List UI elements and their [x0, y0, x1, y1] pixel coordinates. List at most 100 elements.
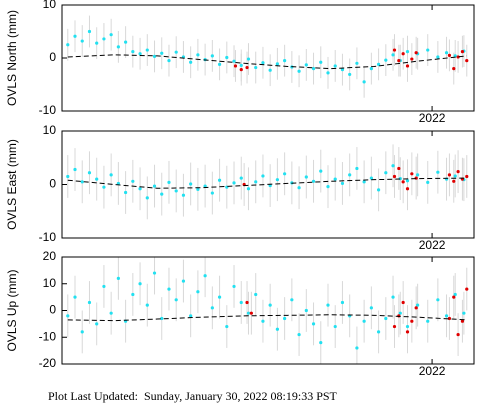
plot-frame	[61, 130, 475, 239]
point	[232, 181, 236, 185]
point	[160, 51, 164, 55]
point	[189, 314, 193, 318]
point	[436, 170, 440, 174]
point	[340, 300, 345, 305]
point	[444, 314, 449, 318]
point	[376, 330, 381, 334]
point	[398, 311, 402, 315]
point	[397, 59, 401, 63]
y-tick-label: -10	[39, 230, 57, 244]
plot-frame	[61, 4, 475, 112]
point	[297, 332, 301, 337]
point	[447, 53, 452, 57]
point	[456, 55, 460, 59]
point	[452, 67, 456, 71]
point	[362, 180, 366, 184]
point	[233, 64, 238, 68]
point	[189, 60, 193, 64]
point	[410, 319, 414, 323]
point	[326, 185, 330, 189]
point	[124, 190, 128, 195]
point	[348, 72, 352, 77]
point	[369, 67, 373, 71]
point	[245, 65, 249, 70]
point	[319, 169, 323, 173]
point	[426, 319, 430, 323]
point	[138, 282, 142, 286]
point	[254, 180, 258, 184]
point	[239, 300, 243, 305]
y-axis-label: OVLS Up (mm)	[5, 269, 19, 351]
point	[319, 341, 323, 345]
point	[436, 55, 440, 59]
point	[275, 327, 279, 331]
point	[196, 187, 200, 191]
point	[261, 174, 265, 178]
point	[465, 174, 469, 179]
point	[87, 29, 92, 34]
y-tick-label: 10	[43, 123, 57, 137]
point	[245, 300, 249, 305]
y-tick-label: -20	[39, 356, 57, 370]
point	[392, 174, 397, 179]
point	[275, 178, 279, 182]
point	[414, 306, 418, 310]
point	[160, 316, 164, 321]
point	[283, 59, 287, 63]
point	[333, 177, 337, 181]
point	[369, 176, 373, 180]
point	[80, 39, 84, 43]
point	[355, 346, 359, 350]
point	[217, 178, 222, 182]
point	[73, 34, 77, 38]
point	[109, 311, 113, 315]
point	[261, 319, 265, 323]
point	[131, 179, 135, 183]
footer: Plot Last Updated: Sunday, January 30, 2…	[48, 389, 338, 403]
point	[348, 173, 352, 177]
point	[102, 284, 106, 289]
point	[275, 62, 279, 66]
point	[447, 316, 452, 321]
point	[116, 181, 120, 186]
point	[405, 64, 410, 68]
point	[416, 173, 420, 177]
point	[456, 170, 460, 174]
point	[174, 189, 178, 193]
point	[249, 311, 253, 315]
point	[384, 316, 388, 321]
point	[73, 295, 77, 299]
point	[80, 330, 84, 334]
y-tick-label: 0	[49, 50, 56, 64]
point	[225, 55, 229, 60]
point	[340, 181, 345, 186]
point	[66, 174, 70, 179]
point	[376, 62, 381, 66]
point	[333, 324, 337, 329]
point	[369, 306, 373, 310]
point	[384, 58, 388, 62]
point	[452, 295, 456, 299]
point	[391, 53, 395, 57]
point	[145, 48, 149, 52]
point	[254, 65, 258, 70]
point	[131, 292, 135, 297]
point	[124, 40, 128, 44]
point	[416, 303, 420, 307]
point	[80, 180, 84, 184]
point	[181, 279, 186, 283]
point	[405, 50, 410, 54]
point	[109, 33, 113, 37]
y-tick-label: 10	[43, 276, 57, 290]
point	[225, 324, 229, 329]
point	[405, 187, 410, 191]
point	[145, 196, 149, 200]
point	[460, 319, 465, 323]
point	[436, 298, 440, 302]
point	[196, 290, 200, 294]
point	[160, 192, 164, 196]
point	[391, 295, 395, 299]
point	[145, 303, 149, 307]
point	[392, 48, 397, 52]
point	[290, 298, 294, 302]
